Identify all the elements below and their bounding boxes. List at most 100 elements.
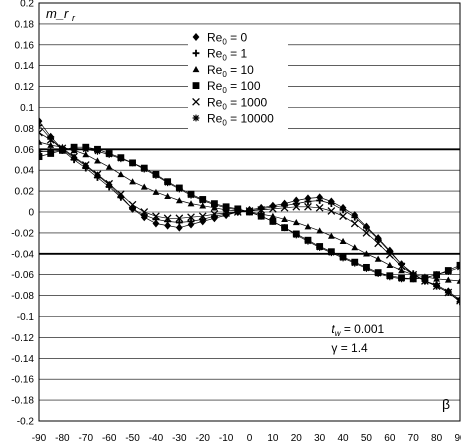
annotation: γ = 1.4 xyxy=(331,341,368,355)
data-point xyxy=(175,214,184,223)
data-point xyxy=(433,275,441,282)
legend-background xyxy=(188,29,288,129)
data-point xyxy=(433,271,441,279)
legend-entry: Re0 = 10000 xyxy=(207,112,274,128)
data-point xyxy=(257,206,266,214)
data-point xyxy=(339,237,347,244)
data-point xyxy=(304,198,312,205)
data-point xyxy=(152,172,160,179)
data-point xyxy=(444,288,453,297)
data-point xyxy=(39,121,43,129)
data-point xyxy=(327,200,335,208)
data-point xyxy=(292,202,301,211)
data-point xyxy=(409,275,417,283)
x-tick-label: -30 xyxy=(172,433,187,444)
x-tick-label: -40 xyxy=(149,433,164,444)
data-point xyxy=(444,268,452,275)
data-point xyxy=(398,275,405,283)
y-tick-labels: 0.2 0.18 0.16 0.14 0.12 0.1 0.08 0.06 0.04 0.02 0 -… xyxy=(11,0,34,428)
x-tick-label: -80 xyxy=(55,433,70,444)
grid xyxy=(39,2,460,422)
x-tick-labels: -90 -80 -70 -60 -50 -40 -30 -20 -10 0 10 20 30 40 50 60… xyxy=(32,433,461,444)
legend-marker xyxy=(192,33,200,41)
data-point xyxy=(339,254,347,262)
data-point xyxy=(304,202,312,211)
y-tick-label: -0.06 xyxy=(11,270,34,281)
data-point xyxy=(444,276,452,283)
y-tick-label: -0.02 xyxy=(11,228,34,239)
data-point xyxy=(304,237,312,245)
data-point xyxy=(105,163,113,170)
data-point xyxy=(269,212,277,219)
x-tick-label: 80 xyxy=(431,433,443,444)
legend-marker xyxy=(192,97,200,106)
data-point xyxy=(315,203,324,212)
data-point xyxy=(386,273,394,281)
data-point xyxy=(351,244,359,251)
data-point xyxy=(129,178,136,185)
data-point xyxy=(94,157,101,164)
x-tick-label: -60 xyxy=(102,433,117,444)
data-point xyxy=(363,250,370,257)
data-point xyxy=(164,192,172,200)
data-point xyxy=(351,259,359,267)
x-tick-label: -50 xyxy=(125,433,140,444)
y-tick-label: 0.06 xyxy=(15,145,35,156)
data-point xyxy=(187,191,195,199)
y-tick-label: -0.16 xyxy=(11,375,34,386)
data-point xyxy=(281,215,288,223)
data-point xyxy=(117,170,125,178)
data-point xyxy=(129,159,136,167)
data-point xyxy=(397,262,406,271)
annotation: tw = 0.001 xyxy=(331,322,384,338)
data-point xyxy=(210,210,219,218)
annotations: tw = 0.001 γ = 1.4 xyxy=(331,322,384,355)
y-tick-label: 0.1 xyxy=(20,103,34,114)
legend-entry: Re0 = 1000 xyxy=(207,95,267,111)
x-tick-label: 20 xyxy=(291,433,303,444)
y-tick-label: -0.18 xyxy=(11,396,34,407)
x-tick-label: 10 xyxy=(267,433,279,444)
y-tick-label: 0.04 xyxy=(15,166,35,177)
x-tick-label: 30 xyxy=(314,433,326,444)
data-point xyxy=(187,213,195,222)
data-point xyxy=(374,239,382,248)
x-tick-label: -20 xyxy=(195,433,210,444)
x-tick-label: -10 xyxy=(219,433,234,444)
data-point xyxy=(222,204,230,212)
data-point xyxy=(46,136,55,144)
y-tick-label: -0.14 xyxy=(11,354,34,365)
data-point xyxy=(164,221,172,230)
data-point xyxy=(363,265,370,272)
data-point xyxy=(140,165,148,173)
data-point xyxy=(351,213,359,221)
data-point xyxy=(140,208,149,216)
y-tick-label: 0.08 xyxy=(15,124,35,135)
y-tick-label: 0.2 xyxy=(20,0,34,10)
y-axis-label: m_r r xyxy=(46,6,76,23)
data-point xyxy=(327,249,335,257)
data-point xyxy=(374,255,382,262)
data-point xyxy=(152,219,160,228)
legend-entry: Re0 = 0 xyxy=(207,31,247,47)
y-tick-label: -0.12 xyxy=(11,333,34,344)
data-point xyxy=(129,205,136,213)
data-point xyxy=(152,212,160,221)
y-tick-label: 0.14 xyxy=(15,61,35,72)
x-tick-label: 60 xyxy=(384,433,396,444)
data-point xyxy=(246,208,253,216)
y-tick-label: -0.04 xyxy=(11,249,34,260)
data-point xyxy=(257,212,265,220)
data-point xyxy=(362,229,371,237)
data-point xyxy=(363,224,370,232)
data-point xyxy=(339,206,347,214)
data-point xyxy=(316,227,324,234)
y-tick-label: -0.08 xyxy=(11,291,34,302)
legend-entry: Re0 = 100 xyxy=(207,79,261,95)
data-point xyxy=(47,147,55,155)
data-point xyxy=(94,147,101,155)
y-tick-label: 0.02 xyxy=(15,187,35,198)
data-point xyxy=(105,179,114,188)
y-tick-label: 0.16 xyxy=(15,40,35,51)
